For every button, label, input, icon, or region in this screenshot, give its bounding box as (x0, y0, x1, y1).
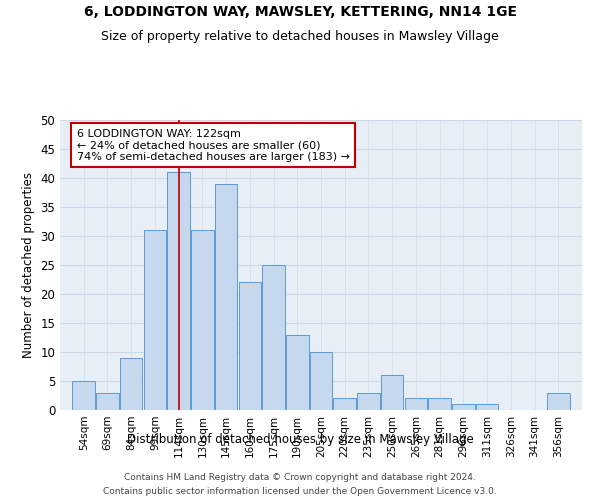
Bar (286, 334, 308, 410)
Bar (262, 265, 285, 410)
Bar (381, 375, 403, 410)
Bar (428, 398, 451, 410)
Bar (143, 230, 166, 410)
Bar (357, 392, 380, 410)
Bar (404, 398, 427, 410)
Bar (167, 172, 190, 410)
Text: 6 LODDINGTON WAY: 122sqm
← 24% of detached houses are smaller (60)
74% of semi-d: 6 LODDINGTON WAY: 122sqm ← 24% of detach… (77, 128, 350, 162)
Text: Distribution of detached houses by size in Mawsley Village: Distribution of detached houses by size … (127, 432, 473, 446)
Text: Size of property relative to detached houses in Mawsley Village: Size of property relative to detached ho… (101, 30, 499, 43)
Bar (73, 381, 95, 410)
Text: Contains public sector information licensed under the Open Government Licence v3: Contains public sector information licen… (103, 488, 497, 496)
Y-axis label: Number of detached properties: Number of detached properties (22, 172, 35, 358)
Bar (310, 352, 332, 410)
Bar (547, 392, 569, 410)
Bar (215, 184, 238, 410)
Bar (239, 282, 261, 410)
Bar (120, 358, 142, 410)
Text: Contains HM Land Registry data © Crown copyright and database right 2024.: Contains HM Land Registry data © Crown c… (124, 472, 476, 482)
Bar (476, 404, 499, 410)
Bar (334, 398, 356, 410)
Bar (96, 392, 119, 410)
Text: 6, LODDINGTON WAY, MAWSLEY, KETTERING, NN14 1GE: 6, LODDINGTON WAY, MAWSLEY, KETTERING, N… (83, 5, 517, 19)
Bar (191, 230, 214, 410)
Bar (452, 404, 475, 410)
